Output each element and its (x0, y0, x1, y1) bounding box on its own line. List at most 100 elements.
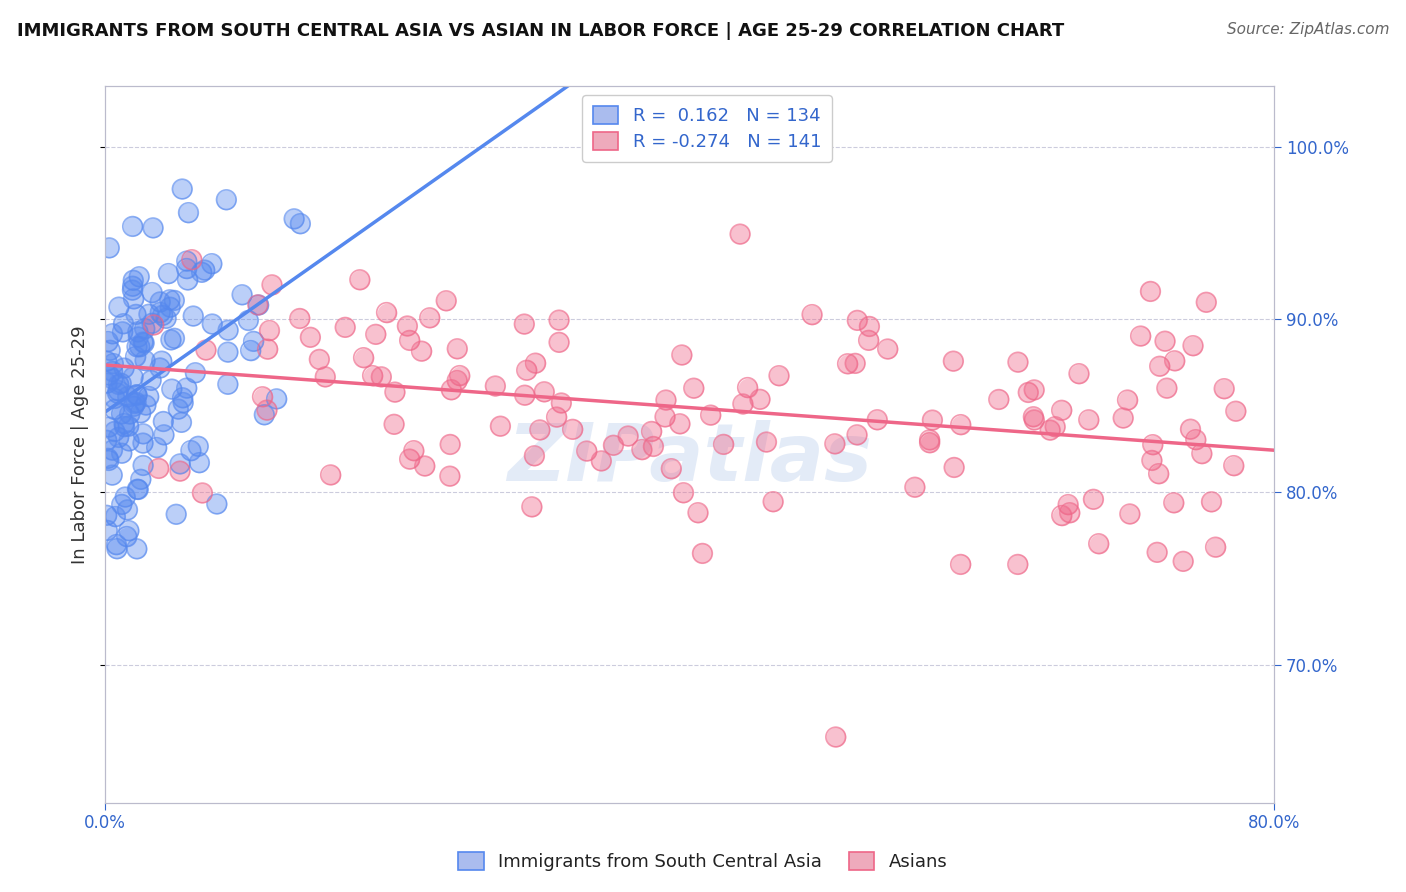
Point (148, 461, 170, 475)
Point (640, 425, 662, 439)
Point (440, 383, 463, 397)
Point (132, 334, 155, 349)
Point (132, 426, 155, 441)
Point (1119, 507, 1142, 521)
Point (142, 220, 165, 235)
Point (858, 334, 880, 348)
Point (190, 265, 212, 279)
Point (844, 356, 866, 370)
Point (125, 541, 148, 556)
Point (260, 277, 283, 292)
Point (523, 449, 546, 463)
Point (1213, 382, 1236, 396)
Point (1112, 411, 1135, 425)
Point (118, 434, 141, 448)
Point (97, 420, 120, 434)
Point (134, 353, 156, 368)
Point (127, 330, 149, 344)
Point (943, 460, 966, 475)
Point (384, 385, 406, 400)
Point (1184, 433, 1206, 447)
Point (122, 370, 145, 384)
Point (107, 384, 129, 398)
Point (118, 524, 141, 538)
Point (104, 392, 127, 406)
Point (402, 443, 425, 458)
Point (247, 298, 270, 312)
Point (118, 407, 141, 421)
Point (149, 361, 172, 376)
Point (138, 390, 160, 404)
Point (364, 327, 387, 342)
Point (1201, 495, 1223, 509)
Point (353, 351, 375, 365)
Point (446, 374, 468, 388)
Point (1156, 381, 1178, 395)
Point (176, 273, 198, 287)
Point (439, 469, 461, 483)
Point (114, 419, 136, 434)
Point (1184, 433, 1206, 447)
Point (602, 438, 624, 452)
Point (128, 340, 150, 354)
Point (152, 415, 174, 429)
Point (172, 182, 194, 196)
Point (866, 413, 889, 427)
Point (96, 508, 118, 523)
Point (101, 326, 124, 341)
Point (125, 395, 148, 409)
Point (1142, 438, 1164, 452)
Point (121, 283, 143, 297)
Point (1149, 359, 1171, 374)
Point (1007, 355, 1029, 369)
Point (1163, 353, 1185, 368)
Point (138, 390, 160, 404)
Point (122, 292, 145, 306)
Point (904, 480, 927, 494)
Point (513, 317, 536, 331)
Point (121, 279, 143, 293)
Point (654, 409, 676, 424)
Point (132, 458, 155, 473)
Point (239, 343, 262, 358)
Point (157, 267, 180, 281)
Point (96, 524, 118, 538)
Point (259, 324, 281, 338)
Point (1213, 382, 1236, 396)
Point (96, 434, 118, 448)
Point (160, 333, 183, 347)
Point (172, 391, 194, 405)
Point (201, 317, 224, 331)
Point (617, 429, 640, 443)
Point (617, 429, 640, 443)
Point (141, 316, 163, 330)
Point (170, 416, 193, 430)
Point (132, 335, 155, 350)
Point (125, 388, 148, 402)
Point (169, 457, 191, 471)
Point (523, 449, 546, 463)
Point (1222, 458, 1244, 473)
Point (104, 509, 127, 524)
Point (382, 417, 405, 432)
Point (98, 368, 121, 383)
Point (1087, 537, 1109, 551)
Point (165, 508, 187, 522)
Point (1173, 554, 1195, 568)
Point (194, 343, 217, 357)
Point (103, 357, 125, 371)
Point (1050, 508, 1073, 523)
Point (153, 427, 176, 442)
Point (149, 295, 172, 310)
Point (575, 444, 598, 458)
Point (167, 402, 190, 417)
Point (858, 334, 880, 348)
Point (149, 295, 172, 310)
Point (755, 435, 778, 450)
Point (411, 344, 433, 359)
Point (256, 403, 278, 417)
Point (561, 422, 583, 436)
Point (104, 425, 127, 439)
Point (104, 509, 127, 524)
Point (987, 392, 1010, 407)
